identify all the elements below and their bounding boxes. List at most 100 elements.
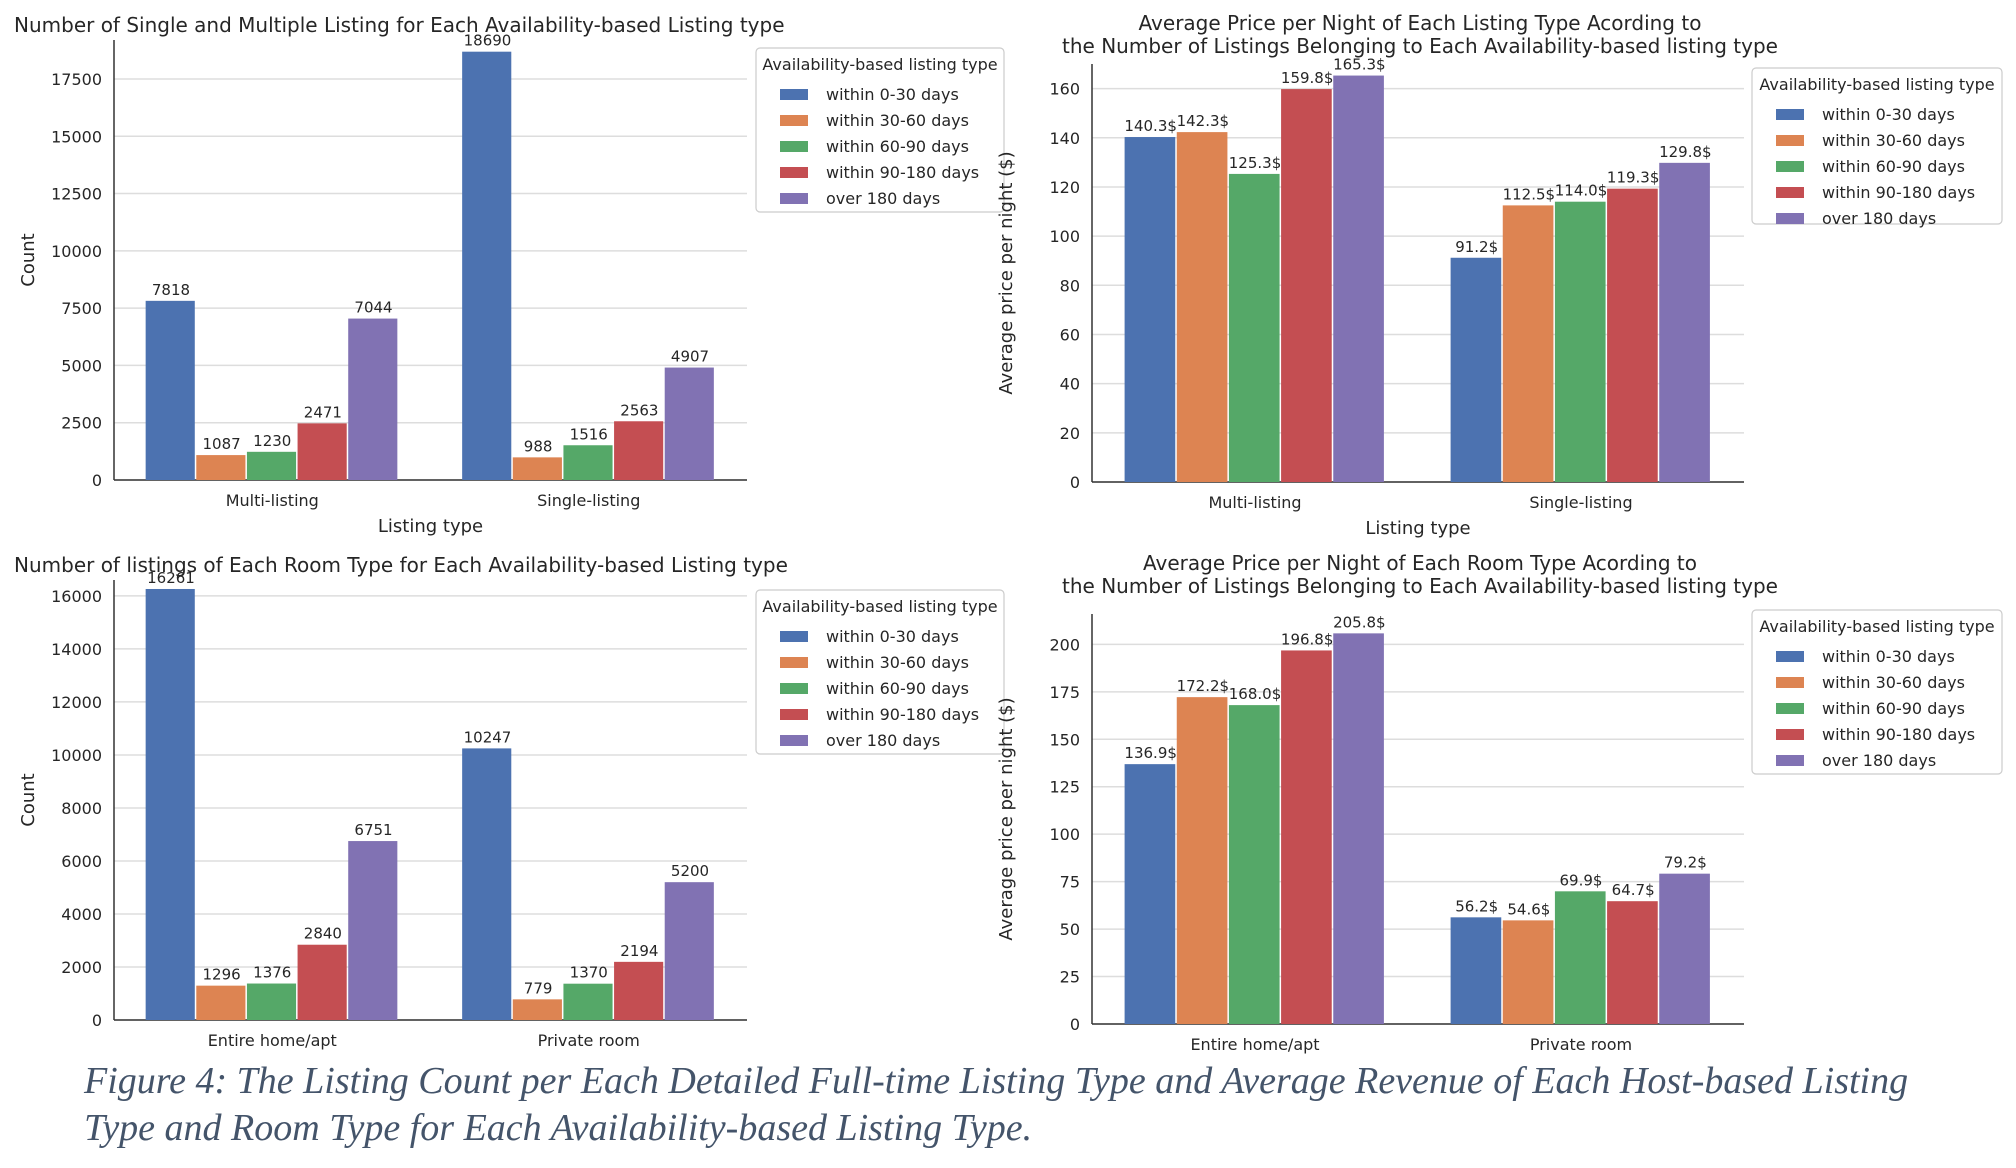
chart-title-line: Number of listings of Each Room Type for… (14, 553, 788, 577)
bar-value-label: 5200 (671, 862, 709, 880)
bar-value-label: 779 (524, 979, 553, 997)
bar (145, 300, 195, 480)
x-axis-label: Listing type (378, 516, 483, 537)
y-tick-label: 0 (92, 471, 102, 490)
legend-swatch (1776, 703, 1804, 714)
bar-value-label: 172.2$ (1177, 677, 1230, 695)
bar (563, 983, 613, 1020)
bar (614, 961, 664, 1020)
y-tick-label: 0 (92, 1011, 102, 1030)
y-tick-label: 17500 (51, 70, 102, 89)
legend-box (755, 47, 1005, 213)
bar (145, 588, 195, 1020)
chart-panel-4: Average Price per Night of Each Room Typ… (996, 551, 2003, 1054)
bar (1228, 173, 1280, 482)
chart-title: Average Price per Night of Each Listing … (1062, 11, 1778, 58)
y-tick-label: 60 (1060, 325, 1080, 344)
chart-title-line: the Number of Listings Belonging to Each… (1062, 574, 1778, 598)
bar-value-label: 2471 (304, 403, 342, 421)
y-tick-label: 125 (1049, 778, 1080, 797)
bar-value-label: 205.8$ (1333, 613, 1386, 631)
legend-swatch (780, 709, 808, 720)
bar-value-label: 129.8$ (1659, 143, 1712, 161)
bar-value-label: 112.5$ (1503, 185, 1556, 203)
y-tick-label: 20 (1060, 424, 1080, 443)
y-axis-label: Average price per night ($) (996, 697, 1017, 940)
bar (1502, 205, 1554, 482)
bar-value-label: 6751 (354, 821, 392, 839)
legend-swatch (780, 657, 808, 668)
y-tick-label: 100 (1049, 825, 1080, 844)
legend-swatch (780, 193, 808, 204)
x-tick-label: Entire home/apt (1190, 1035, 1319, 1054)
bar-value-label: 159.8$ (1281, 69, 1334, 87)
y-tick-label: 0 (1070, 473, 1080, 492)
bar-value-label: 136.9$ (1124, 744, 1177, 762)
x-tick-label: Entire home/apt (208, 1031, 337, 1050)
bar (1281, 89, 1332, 482)
y-tick-label: 2500 (61, 414, 102, 433)
y-tick-label: 140 (1049, 129, 1080, 148)
bar (1607, 901, 1658, 1024)
legend-swatch (1776, 161, 1804, 172)
bar-value-label: 69.9$ (1560, 871, 1603, 889)
bar (664, 882, 714, 1020)
legend-entry: over 180 days (826, 731, 940, 750)
legend-swatch (1776, 109, 1804, 120)
legend-box (1751, 609, 2003, 775)
legend-entry: within 30-60 days (826, 111, 969, 130)
bar-value-label: 16261 (147, 569, 195, 587)
bar (297, 423, 347, 480)
bar-value-label: 4907 (671, 348, 709, 366)
y-tick-label: 25 (1060, 968, 1080, 987)
bar (297, 944, 347, 1020)
bar-value-label: 1516 (570, 425, 608, 443)
y-tick-label: 12000 (51, 693, 102, 712)
y-tick-label: 14000 (51, 640, 102, 659)
legend-swatch (1776, 677, 1804, 688)
x-tick-label: Multi-listing (226, 491, 319, 510)
bar-value-label: 125.3$ (1229, 154, 1282, 172)
y-tick-label: 50 (1060, 920, 1080, 939)
bar (196, 985, 246, 1020)
bar (1659, 162, 1710, 482)
bar (1502, 920, 1554, 1024)
legend-entry: within 30-60 days (1822, 673, 1965, 692)
y-tick-label: 200 (1049, 635, 1080, 654)
chart-panel-2: Average Price per Night of Each Listing … (996, 11, 2003, 539)
y-tick-label: 16000 (51, 587, 102, 606)
y-tick-label: 80 (1060, 276, 1080, 295)
chart-title: Number of Single and Multiple Listing fo… (14, 13, 785, 37)
y-tick-label: 0 (1070, 1015, 1080, 1034)
legend-swatch (780, 735, 808, 746)
legend-title: Availability-based listing type (762, 55, 997, 74)
bar (1450, 917, 1502, 1024)
legend-swatch (1776, 755, 1804, 766)
legend-box (755, 589, 1005, 755)
x-tick-label: Private room (538, 1031, 640, 1050)
y-tick-label: 75 (1060, 873, 1080, 892)
y-tick-label: 7500 (61, 299, 102, 318)
bar (246, 983, 297, 1020)
bar-value-label: 7044 (354, 299, 392, 317)
legend-entry: within 0-30 days (1822, 647, 1955, 666)
bar (512, 999, 562, 1020)
y-tick-label: 6000 (61, 852, 102, 871)
bar (614, 421, 664, 480)
bar (1124, 764, 1176, 1024)
legend-swatch (1776, 213, 1804, 224)
bar (462, 51, 512, 480)
bar (1228, 705, 1280, 1024)
y-tick-label: 15000 (51, 127, 102, 146)
legend-entry: within 60-90 days (1822, 157, 1965, 176)
x-tick-label: Single-listing (537, 491, 640, 510)
bar-value-label: 168.0$ (1229, 685, 1282, 703)
legend-entry: within 60-90 days (826, 679, 969, 698)
legend-entry: within 90-180 days (1822, 725, 1975, 744)
legend-entry: within 0-30 days (826, 85, 959, 104)
chart-title-line: Average Price per Night of Each Listing … (1139, 11, 1702, 35)
y-tick-label: 4000 (61, 905, 102, 924)
figure-caption: Figure 4: The Listing Count per Each Det… (84, 1060, 1909, 1149)
legend-entry: within 90-180 days (826, 705, 979, 724)
